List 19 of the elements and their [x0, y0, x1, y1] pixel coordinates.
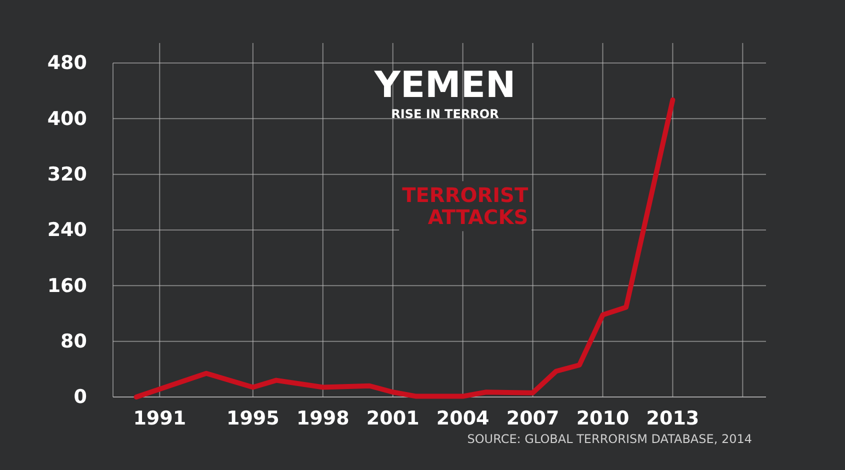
- y-tick-label: 0: [74, 386, 87, 408]
- text: TERRORIST ATTACKS: [402, 183, 528, 230]
- x-tick-label: 2010: [576, 407, 630, 430]
- y-tick-label: 160: [47, 274, 87, 297]
- y-tick-label: 320: [47, 163, 87, 186]
- text: RISE IN TERROR: [391, 107, 499, 121]
- y-tick-label: 240: [47, 219, 87, 242]
- x-tick-label: 2007: [506, 407, 560, 430]
- source-note: SOURCE: GLOBAL TERRORISM DATABASE, 2014: [467, 432, 752, 446]
- x-tick-label: 1995: [226, 407, 280, 430]
- x-tick-label: 2004: [436, 407, 490, 430]
- x-tick-label: 1991: [133, 407, 186, 430]
- x-tick-label: 2001: [366, 407, 420, 430]
- y-tick-label: 80: [60, 330, 87, 352]
- x-tick-label: 1998: [296, 407, 350, 430]
- chart-title: YEMEN: [373, 65, 516, 106]
- y-tick-label: 480: [47, 52, 87, 74]
- x-tick-label: 2013: [646, 407, 700, 430]
- y-tick-label: 400: [47, 108, 87, 130]
